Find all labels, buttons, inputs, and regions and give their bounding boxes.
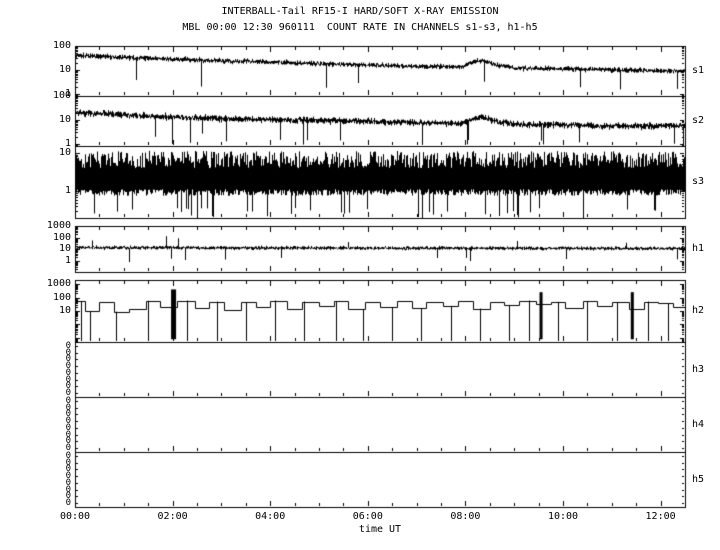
y-tick-label: 0 <box>65 477 71 488</box>
channel-label: h4 <box>692 418 705 430</box>
y-tick-label: 1 <box>64 254 71 266</box>
y-tick-label: 1 <box>64 137 71 149</box>
y-tick-label: 0 <box>65 402 71 413</box>
channel-label: h1 <box>692 243 705 254</box>
y-tick-label: 100 <box>52 231 71 243</box>
y-tick-label: 0 <box>65 409 71 420</box>
y-tick-label: 0 <box>65 491 71 502</box>
y-tick-label: 0 <box>65 436 71 447</box>
y-tick-label: 0 <box>65 498 71 508</box>
x-tick-label: 00:00 <box>59 511 91 522</box>
y-tick-label: 1 <box>64 185 71 197</box>
channel-label: s3 <box>692 176 705 187</box>
y-tick-label: 0 <box>65 471 71 482</box>
y-tick-label: 0 <box>65 451 71 461</box>
y-tick-label: 0 <box>65 429 71 440</box>
y-tick-label: 0 <box>65 354 71 365</box>
y-tick-label: 0 <box>65 374 71 385</box>
y-tick-label: 0 <box>65 464 71 475</box>
y-tick-label: 100 <box>52 90 71 101</box>
x-tick-label: 12:00 <box>645 511 676 522</box>
x-tick-label: 02:00 <box>157 511 188 522</box>
x-tick-label: 10:00 <box>547 511 579 522</box>
chart-subtitle: MBL 00:00 12:30 960111 COUNT RATE IN CHA… <box>182 22 538 33</box>
x-tick-label: 08:00 <box>450 511 481 522</box>
channel-label: s1 <box>692 65 705 76</box>
y-tick-label: 100 <box>52 40 71 51</box>
y-tick-label: 0 <box>65 347 71 358</box>
y-tick-label: 0 <box>65 341 71 351</box>
y-tick-label: 0 <box>65 416 71 427</box>
y-tick-label: 10 <box>58 63 71 75</box>
y-tick-label: 0 <box>65 457 71 468</box>
y-tick-label: 100 <box>52 291 71 303</box>
x-axis-label: time UT <box>358 524 402 535</box>
y-tick-label: 0 <box>65 422 71 433</box>
y-tick-label: 1000 <box>46 220 71 231</box>
channel-label: h3 <box>692 363 705 375</box>
channel-label: h2 <box>692 305 705 316</box>
channel-label: h5 <box>692 473 705 485</box>
y-tick-label: 0 <box>65 396 71 406</box>
y-tick-label: 1000 <box>46 278 71 290</box>
x-tick-label: 06:00 <box>352 511 383 522</box>
y-tick-label: 1 <box>64 87 71 99</box>
y-tick-label: 0 <box>65 361 71 372</box>
y-tick-label: 10 <box>58 146 71 158</box>
x-tick-label: 04:00 <box>255 511 286 522</box>
y-tick-label: 10 <box>58 243 71 254</box>
y-tick-label: 0 <box>65 484 71 495</box>
y-tick-label: 0 <box>65 443 71 453</box>
y-tick-label: 0 <box>65 388 71 398</box>
y-tick-label: 10 <box>58 305 71 316</box>
channel-label: s2 <box>692 115 705 126</box>
y-tick-label: 10 <box>58 113 71 125</box>
chart-title: INTERBALL-Tail RF15-I HARD/SOFT X-RAY EM… <box>221 6 499 17</box>
y-tick-label: 0 <box>65 367 71 378</box>
y-tick-label: 0 <box>65 381 71 392</box>
